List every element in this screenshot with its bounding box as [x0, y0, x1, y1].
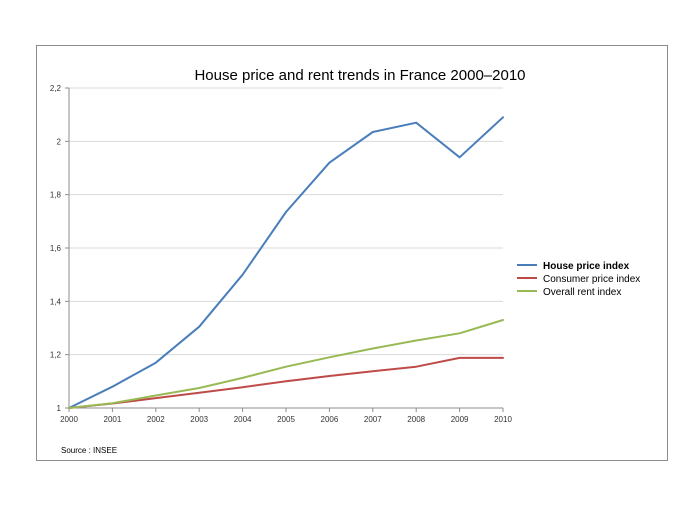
legend-label: Consumer price index	[543, 274, 640, 285]
source-note: Source : INSEE	[61, 446, 117, 455]
x-tick-label: 2004	[234, 415, 252, 424]
chart-title: House price and rent trends in France 20…	[194, 67, 525, 84]
y-tick-label: 1,8	[50, 191, 62, 200]
gridlines	[69, 87, 503, 356]
legend-label: Overall rent index	[543, 287, 621, 298]
y-tick-label: 1,4	[50, 297, 62, 306]
x-tick-label: 2008	[407, 415, 425, 424]
x-tick-label: 2002	[147, 415, 165, 424]
x-tick-label: 2005	[277, 415, 295, 424]
x-tick-label: 2010	[494, 415, 512, 424]
x-tick-label: 2001	[104, 415, 122, 424]
series-line-3	[68, 319, 504, 409]
x-axis-ticks: 2000 2001 2002 2003 2004 2005 2006 2007 2008 2009…	[60, 415, 512, 424]
y-tick-label: 1	[57, 404, 62, 413]
x-tick-label: 2009	[451, 415, 469, 424]
chart-frame: House price and rent trends in France 20…	[36, 45, 668, 461]
y-tick-label: 1,2	[50, 351, 62, 360]
x-tick-label: 2003	[190, 415, 208, 424]
axes	[65, 87, 504, 412]
series-lines	[68, 116, 504, 409]
series-line-2	[68, 356, 504, 409]
x-tick-label: 2000	[60, 415, 78, 424]
y-tick-label: 2,2	[50, 84, 62, 93]
y-tick-label: 2	[57, 137, 62, 146]
legend-label: House price index	[543, 261, 630, 272]
y-tick-label: 1,6	[50, 244, 62, 253]
line-chart: House price and rent trends in France 20…	[50, 67, 640, 455]
series-line-1	[68, 116, 504, 409]
x-tick-label: 2006	[321, 415, 339, 424]
y-axis-ticks: 1 1,2 1,4 1,6 1,8 2 2,2	[50, 84, 62, 413]
legend: House price index Consumer price index Ove…	[517, 261, 640, 298]
x-tick-label: 2007	[364, 415, 382, 424]
